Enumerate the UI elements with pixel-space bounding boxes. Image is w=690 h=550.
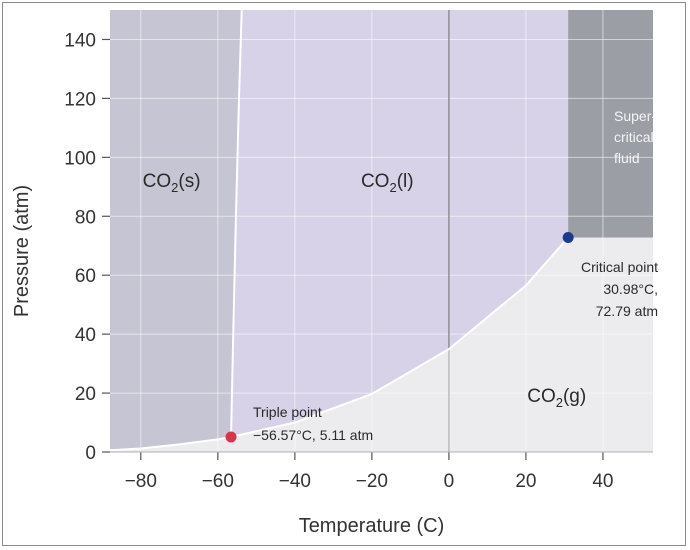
x-tick-label: 20 [515, 471, 536, 492]
x-tick-label: −20 [356, 471, 388, 492]
triple-point-value: −56.57°C, 5.11 atm [253, 427, 373, 443]
triple-point-marker [225, 431, 237, 443]
y-tick-label: 40 [75, 325, 96, 346]
x-axis-title: Temperature (C) [299, 515, 445, 537]
melting-curve [230, 10, 243, 437]
supercritical-label: critical [614, 129, 654, 145]
y-tick-label: 140 [64, 30, 96, 51]
supercritical-region [568, 10, 653, 238]
x-tick-label: 0 [444, 471, 455, 492]
region-label: CO2(s) [143, 171, 201, 195]
x-tick-label: −40 [279, 471, 311, 492]
region-label: CO2(l) [361, 171, 414, 195]
critical-point-pressure: 72.79 atm [596, 303, 658, 319]
x-tick-label: −60 [202, 471, 234, 492]
supercritical-label: fluid [614, 150, 640, 166]
y-axis-title: Pressure (atm) [11, 185, 33, 317]
vaporization-curve [230, 236, 569, 438]
y-tick-label: 80 [75, 207, 96, 228]
critical-point-marker [562, 232, 574, 244]
y-tick-label: 60 [75, 266, 96, 287]
y-tick-label: 100 [64, 148, 96, 169]
x-tick-label: 40 [592, 471, 613, 492]
x-tick-label: −80 [125, 471, 157, 492]
y-tick-label: 20 [75, 384, 96, 405]
critical-point-label: Critical point [581, 259, 658, 275]
critical-point-temperature: 30.98°C, [603, 281, 658, 297]
y-tick-label: 0 [85, 443, 96, 464]
sublimation-curve [110, 435, 232, 452]
supercritical-label: Super- [614, 108, 656, 124]
plot-area [110, 10, 653, 452]
liquid-region [231, 10, 653, 437]
region-label: CO2(g) [527, 386, 586, 410]
gas-region [110, 237, 653, 452]
y-tick-label: 120 [64, 89, 96, 110]
triple-point-label: Triple point [253, 404, 322, 420]
